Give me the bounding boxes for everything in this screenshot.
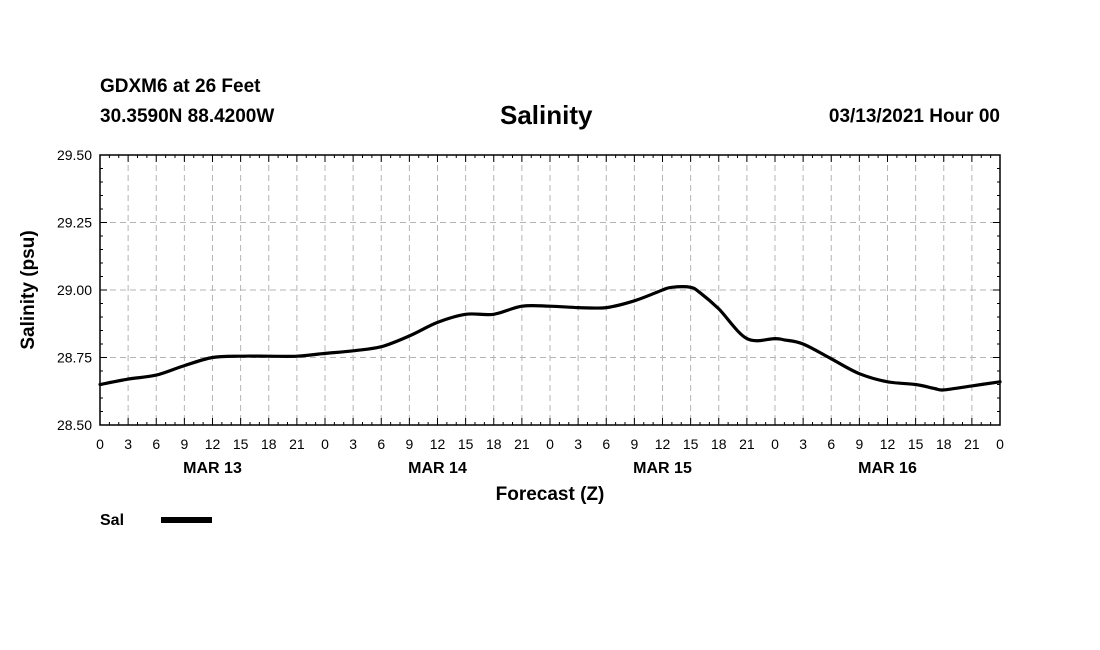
x-tick-label: 12	[430, 436, 446, 452]
data-point	[886, 381, 889, 383]
data-point	[774, 338, 776, 340]
legend-label: Sal	[100, 512, 124, 529]
data-point	[155, 374, 157, 376]
x-axis-title: Forecast (Z)	[496, 484, 605, 505]
data-point	[211, 356, 214, 359]
x-tick-label: 18	[486, 436, 502, 452]
x-tick-label: 3	[574, 436, 582, 452]
data-point	[746, 338, 748, 340]
x-tick-label: 21	[514, 436, 530, 452]
y-axis-title: Salinity (psu)	[18, 230, 39, 349]
x-tick-label: 9	[405, 436, 413, 452]
day-label: MAR 15	[633, 460, 692, 477]
data-point	[830, 358, 832, 360]
x-tick-label: 12	[655, 436, 671, 452]
chart-title: Salinity	[500, 100, 593, 130]
station-label: GDXM6 at 26 Feet	[100, 76, 261, 97]
data-point	[352, 350, 354, 352]
forecast-datetime: 03/13/2021 Hour 00	[828, 106, 1000, 127]
data-point	[699, 292, 701, 294]
data-point	[240, 355, 242, 357]
y-tick-label: 29.25	[57, 215, 92, 231]
x-tick-label: 0	[321, 436, 329, 452]
data-point	[436, 321, 439, 323]
day-label: MAR 16	[858, 460, 917, 477]
x-tick-label: 0	[546, 436, 554, 452]
x-tick-label: 6	[377, 436, 385, 452]
data-point	[802, 343, 804, 345]
data-point	[521, 305, 523, 307]
data-point	[577, 306, 579, 309]
y-tick-label: 29.50	[57, 147, 92, 163]
data-point	[671, 286, 673, 288]
y-tick-label: 29.00	[57, 282, 92, 298]
x-tick-label: 21	[964, 436, 980, 452]
x-tick-label: 21	[289, 436, 305, 452]
x-tick-label: 0	[996, 436, 1004, 452]
data-point	[661, 289, 664, 291]
x-tick-label: 9	[180, 436, 188, 452]
day-label: MAR 13	[183, 460, 242, 477]
data-point	[718, 308, 720, 310]
x-tick-label: 0	[771, 436, 779, 452]
data-point	[633, 300, 635, 302]
data-point	[408, 335, 410, 337]
x-tick-label: 18	[261, 436, 277, 452]
data-point	[943, 389, 945, 391]
x-tick-label: 12	[880, 436, 896, 452]
data-point	[690, 286, 692, 288]
data-point	[549, 305, 551, 307]
series-layer	[98, 285, 1002, 392]
data-point	[127, 378, 129, 380]
x-tick-label: 3	[124, 436, 132, 452]
data-point	[971, 385, 973, 387]
x-tick-label: 15	[233, 436, 249, 452]
x-tick-label: 15	[908, 436, 924, 452]
x-tick-label: 6	[152, 436, 160, 452]
data-point	[493, 313, 495, 315]
data-point	[605, 306, 607, 309]
x-tick-label: 18	[711, 436, 727, 452]
x-tick-label: 18	[936, 436, 952, 452]
data-point	[933, 387, 935, 390]
x-tick-label: 9	[630, 436, 638, 452]
day-label: MAR 14	[408, 460, 467, 477]
x-tick-label: 6	[602, 436, 610, 452]
x-tick-label: 15	[458, 436, 474, 452]
data-point	[783, 339, 785, 341]
data-point	[183, 365, 185, 367]
x-axis-ticks: 0 3 6 9 12 15 18 21 0 3 6 9 12 15 18 21 0 3 6 9 12 15 18 21 0 3 6 9…	[96, 155, 1004, 477]
data-point	[268, 355, 270, 357]
plot-frame	[99, 154, 1001, 426]
x-tick-label: 3	[349, 436, 357, 452]
grid-lines	[100, 155, 1000, 425]
x-tick-label: 15	[683, 436, 699, 452]
data-point	[380, 346, 382, 348]
data-point	[296, 355, 298, 357]
data-point	[858, 373, 860, 375]
x-tick-label: 3	[799, 436, 807, 452]
x-tick-label: 21	[739, 436, 755, 452]
data-point	[324, 352, 326, 355]
data-point	[915, 383, 917, 386]
data-point	[465, 313, 467, 315]
x-tick-label: 9	[855, 436, 863, 452]
y-tick-label: 28.75	[57, 350, 92, 366]
y-tick-label: 28.50	[57, 417, 92, 433]
x-tick-label: 0	[96, 436, 104, 452]
coordinates-label: 30.3590N 88.4200W	[100, 106, 275, 127]
x-tick-label: 6	[827, 436, 835, 452]
x-tick-label: 12	[205, 436, 221, 452]
